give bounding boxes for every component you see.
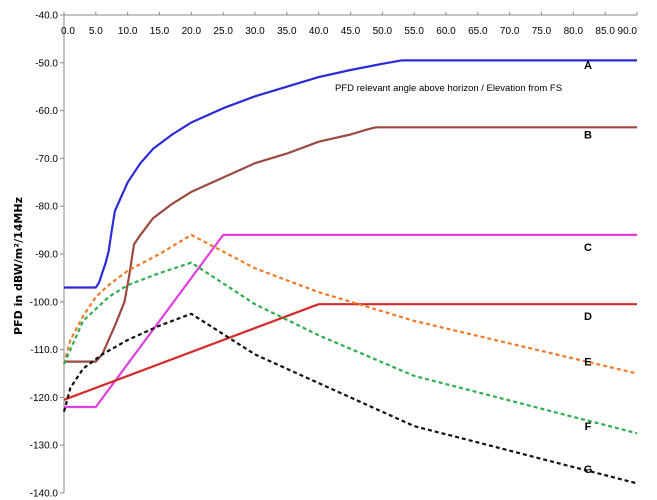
- curve-label-b: B: [584, 130, 592, 142]
- curve-label-f: F: [585, 421, 592, 433]
- chart-series: [62, 59, 638, 485]
- y-tick-label: -120.0: [30, 393, 59, 404]
- x-tick-label: 25.0: [213, 26, 233, 37]
- curve-label-e: E: [584, 357, 591, 369]
- series-line-a: [64, 59, 637, 289]
- x-tick-label: 60.0: [436, 26, 456, 37]
- curve-label-c: C: [584, 242, 592, 254]
- x-tick-label: 10.0: [118, 26, 138, 37]
- x-tick-label: 75.0: [532, 26, 552, 37]
- chart-axes: -40.0 -50.0 -60.0 -70.0 -80.0 -90.0 -100.0 -110…: [30, 11, 638, 500]
- y-tick-label: -60.0: [35, 106, 58, 117]
- y-tick-label: -40.0: [35, 11, 58, 22]
- series-line-g: [62, 312, 638, 485]
- y-tick-label: -80.0: [35, 202, 58, 213]
- y-tick-label: -100.0: [30, 297, 59, 308]
- x-tick-label: 0.0: [61, 26, 75, 37]
- x-tick-label: 90.0: [618, 26, 638, 37]
- x-tick-label: 80.0: [564, 26, 584, 37]
- y-tick-label: -140.0: [30, 489, 59, 500]
- series-line-f: [62, 261, 638, 435]
- y-axis-label: PFD in dBW/m²/14MHz: [12, 197, 25, 335]
- chart-annotation: PFD relevant angle above horizon / Eleva…: [335, 83, 562, 94]
- y-tick-label: -110.0: [30, 345, 58, 356]
- x-tick-label: 45.0: [341, 26, 361, 37]
- series-line-d: [63, 303, 637, 401]
- y-tick-label: -50.0: [35, 58, 58, 69]
- series-line-b: [64, 126, 637, 363]
- x-tick-label: 50.0: [373, 26, 393, 37]
- x-tick-label: 20.0: [182, 26, 202, 37]
- y-tick-label: -130.0: [30, 441, 59, 452]
- x-tick-label: 40.0: [309, 26, 329, 37]
- curve-label-d: D: [584, 311, 592, 323]
- curve-label-g: G: [584, 464, 593, 476]
- x-tick-label: 55.0: [404, 26, 424, 37]
- x-tick-label: 30.0: [245, 26, 265, 37]
- x-tick-label: 65.0: [468, 26, 488, 37]
- y-tick-label: -90.0: [35, 250, 58, 261]
- x-tick-label: 5.0: [89, 26, 103, 37]
- y-tick-label: -70.0: [35, 154, 58, 165]
- series-line-c: [64, 233, 637, 409]
- curve-label-a: A: [584, 60, 592, 72]
- x-tick-label: 15.0: [150, 26, 170, 37]
- curve-labels: A B C D E F G: [584, 60, 593, 476]
- series-line-e: [62, 233, 638, 375]
- x-tick-label: 70.0: [500, 26, 520, 37]
- x-tick-label: 85.0: [595, 26, 615, 37]
- x-tick-label: 35.0: [277, 26, 297, 37]
